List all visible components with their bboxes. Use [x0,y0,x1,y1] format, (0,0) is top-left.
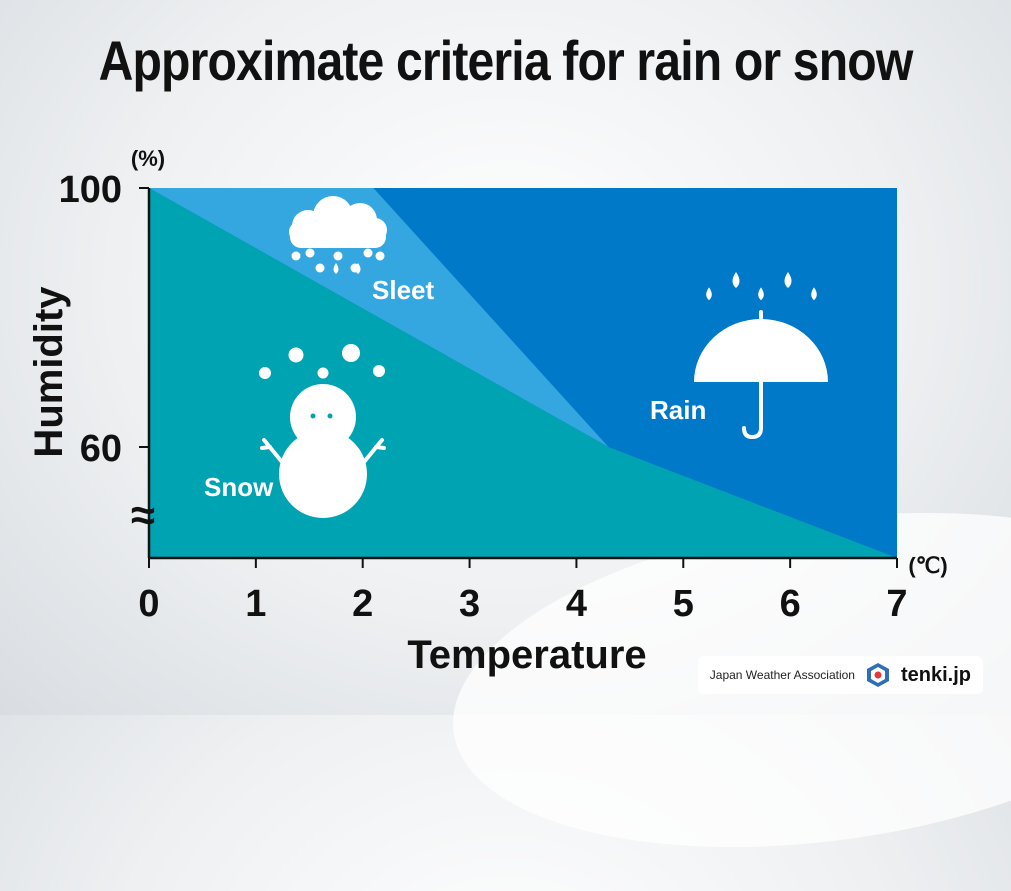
snowflake-dot [259,367,271,379]
x-tick-label: 7 [886,583,907,625]
umbrella-icon [694,272,828,440]
y-tick-label: 100 [59,169,122,211]
x-tick-label: 2 [352,583,373,625]
rain-drop [706,287,712,301]
sleet-drop [333,263,339,274]
y-unit-label: (%) [131,146,165,171]
tenki-logo-text: tenki.jp [900,663,971,686]
credit-block: Japan Weather Association tenki.jp [697,656,983,694]
rain-drop [784,272,792,288]
y-tick-label: 60 [80,428,122,470]
snowman-icon [259,344,386,518]
x-tick-label: 1 [245,583,266,625]
axis-break-icon: ≈ [131,491,155,540]
sleet-drop [375,251,385,261]
rain-drop [732,272,740,288]
sleet-drop [363,248,373,258]
chart-title: Approximate criteria for rain or snow [98,29,914,92]
x-tick-label: 6 [780,583,801,625]
x-tick-label: 4 [566,583,587,625]
sleet-drop [333,251,343,261]
snowflake-dot [373,365,385,377]
sleet-cloud-icon [289,196,387,274]
snow-label: Snow [204,472,274,502]
snowflake-dot [317,367,329,379]
tenki-logo-icon [866,663,889,687]
rain-drop [758,287,764,301]
snowflake-dot [288,347,304,363]
sleet-label: Sleet [372,275,434,305]
organization-name: Japan Weather Association [709,668,855,682]
x-tick-label: 3 [459,583,480,625]
chart-svg: Snow Sleet Rain 0 1 2 3 4 5 6 7 100 60 (%) (℃) ≈ Temper… [27,146,948,677]
x-unit-label: (℃) [908,553,947,578]
x-tick-label: 5 [673,583,694,625]
x-axis-title: Temperature [407,633,646,677]
sleet-drop [305,248,315,258]
y-axis-title: Humidity [27,286,71,458]
sleet-drop [355,263,361,274]
rain-label: Rain [650,395,706,425]
rain-drop [811,287,817,301]
x-tick-label: 0 [138,583,159,625]
snowflake-dot [342,344,360,362]
sleet-drop [291,251,301,261]
sleet-drop [315,263,325,273]
